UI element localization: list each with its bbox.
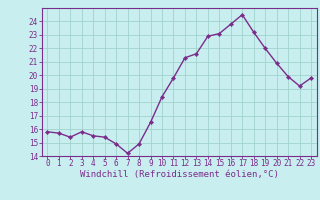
X-axis label: Windchill (Refroidissement éolien,°C): Windchill (Refroidissement éolien,°C) xyxy=(80,170,279,179)
